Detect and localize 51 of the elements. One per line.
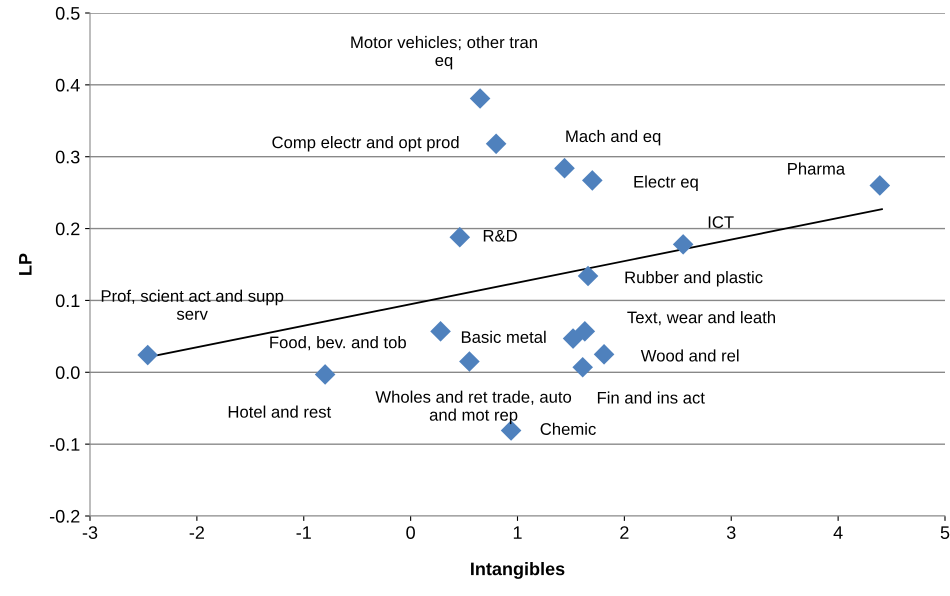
x-tick-label: 3	[726, 526, 736, 539]
annotation: R&D	[484, 230, 517, 242]
annotation: Electr eq	[634, 175, 698, 191]
x-tick-label: -3	[82, 526, 98, 539]
annotation: Mach and eq	[566, 130, 660, 146]
x-tick-label: 5	[940, 526, 950, 539]
y-tick-label: 0.0	[56, 366, 80, 380]
annotation: Wood and rel	[640, 349, 738, 362]
y-tick-label: 0.2	[56, 222, 80, 236]
y-tick-label: -0.2	[50, 510, 80, 523]
annotation: Food, bev. and tob	[270, 336, 406, 350]
point	[486, 133, 506, 154]
point	[672, 234, 694, 255]
x-tick-label: 4	[834, 526, 843, 539]
annotation: Pharma	[788, 162, 846, 175]
x-tick-label: -2	[190, 526, 204, 539]
y-tick-label: 0.5	[56, 6, 80, 20]
x-axis-title: Intangibles	[471, 562, 564, 579]
point	[562, 328, 584, 349]
annotation: Fin and ins act	[598, 391, 705, 404]
x-tick-label: 0	[406, 526, 415, 539]
x-tick-label: -1	[296, 526, 311, 539]
point	[470, 88, 490, 109]
annotation: Basic metal	[462, 330, 546, 343]
annotation: Rubber and plastic	[625, 271, 763, 287]
annotation: Prof, scient act and supp serv	[102, 290, 284, 320]
point	[578, 266, 598, 286]
y-tick-label: 0.3	[56, 150, 80, 164]
point	[459, 351, 480, 372]
point	[137, 344, 158, 366]
y-axis-title: LP	[19, 254, 32, 275]
point	[572, 356, 593, 378]
point	[870, 175, 890, 196]
point	[594, 344, 614, 365]
y-tick-label: -0.1	[50, 438, 80, 451]
y-tick-label: 0.1	[56, 294, 80, 308]
x-tick-label: 2	[620, 526, 628, 539]
annotation: Text, wear and leath	[627, 311, 775, 326]
annotation: Chemic	[540, 422, 596, 435]
point	[314, 364, 336, 385]
y-tick-label: 0.4	[56, 78, 80, 92]
annotation: ICT	[708, 216, 734, 228]
point	[449, 226, 470, 248]
point	[574, 321, 596, 342]
annotation: Motor vehicles; other tran eq	[351, 36, 537, 70]
x-tick-label: 1	[514, 526, 522, 539]
point	[554, 158, 575, 179]
point	[582, 170, 603, 191]
annotation: Hotel and rest	[228, 406, 332, 418]
point	[430, 321, 451, 342]
annotation: Comp electr and opt prod	[272, 136, 459, 152]
